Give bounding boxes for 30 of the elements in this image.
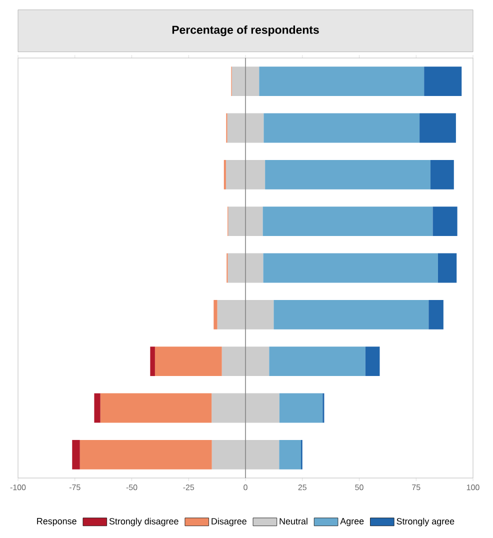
chart-title: Percentage of respondents (172, 25, 319, 36)
bar (80, 440, 212, 470)
bar (214, 300, 218, 330)
bar (420, 113, 456, 143)
bar (365, 346, 380, 376)
legend-label: Agree (340, 518, 364, 526)
legend-label: Strongly disagree (109, 518, 178, 526)
bar (438, 253, 457, 283)
bar (154, 346, 222, 376)
bar (100, 393, 212, 423)
bar (72, 440, 80, 470)
bar (269, 346, 366, 376)
bar (430, 160, 454, 190)
bar (432, 206, 458, 236)
legend-label: Strongly agree (396, 518, 454, 526)
bar (150, 346, 155, 376)
legend-title: Response (37, 518, 76, 526)
bar (265, 160, 430, 190)
bar (279, 393, 323, 423)
bar (259, 66, 424, 96)
bar (263, 253, 438, 283)
bar (94, 393, 100, 423)
bar (274, 300, 429, 330)
bar (264, 113, 420, 143)
bar (262, 206, 433, 236)
legend-label: Disagree (212, 518, 246, 526)
bar (279, 440, 302, 470)
bar (424, 66, 462, 96)
bar (428, 300, 444, 330)
legend-label: Neutral (280, 518, 308, 524)
